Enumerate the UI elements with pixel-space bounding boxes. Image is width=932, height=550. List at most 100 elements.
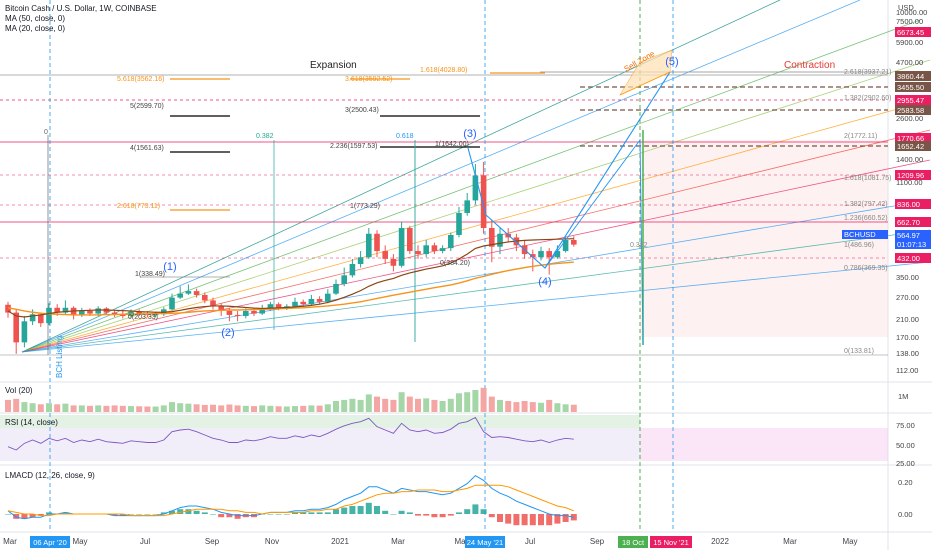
time-highlight-label: 15 Nov '21: [653, 538, 689, 547]
price-tick: 7500.00: [896, 17, 923, 26]
price-tick: 2600.00: [896, 114, 923, 123]
price-badge: [895, 82, 931, 92]
time-tick: May: [72, 537, 87, 546]
time-highlight-label: 06 Apr '20: [33, 538, 67, 547]
macd-histogram-bar: [341, 507, 348, 514]
price-badge: [895, 95, 931, 105]
macd-label: LMACD (12, 26, close, 9): [5, 471, 95, 480]
volume-bar: [103, 405, 110, 412]
macd-histogram-bar: [119, 514, 126, 516]
macd-histogram-bar: [5, 514, 11, 515]
price-badge: [895, 27, 931, 37]
rsi-tick: 50.00: [896, 441, 915, 450]
volume-bar: [46, 403, 52, 412]
price-badge-label: 3455.50: [897, 83, 924, 92]
rsi-line: [7, 416, 574, 451]
macd-histogram-bar: [226, 514, 233, 518]
fib-level-label: 0: [44, 129, 48, 136]
time-highlight-badge: [618, 536, 648, 548]
macd-histogram-bar: [538, 514, 544, 526]
candle-body: [390, 258, 397, 266]
time-tick: May: [454, 537, 469, 546]
time-highlight-label: 18 Oct: [622, 538, 645, 547]
volume-bar: [177, 403, 184, 412]
time-tick: Mar: [391, 537, 405, 546]
candle-body: [382, 251, 388, 259]
volume-bar: [267, 405, 274, 412]
macd-histogram-bar: [234, 514, 241, 519]
volume-bar: [562, 404, 569, 412]
candle-body: [480, 175, 487, 229]
volume-bar: [275, 406, 282, 412]
volume-bar: [374, 396, 380, 412]
fib-level-label: 5.618(3562.16): [117, 76, 164, 83]
macd-histogram-bar: [382, 510, 389, 514]
candle-body: [415, 251, 421, 255]
ma50-legend: MA (50, close, 0): [5, 14, 65, 23]
rsi-overbought-band: [0, 415, 640, 428]
volume-bar: [480, 387, 487, 412]
price-tick: 270.00: [896, 293, 919, 302]
candle-body: [21, 321, 28, 343]
volume-bar: [5, 399, 11, 412]
fib-fan-line: [21, 0, 861, 353]
macd-histogram-bar: [29, 514, 36, 518]
candle-body: [562, 239, 569, 252]
fib-level-label: 0.382: [256, 133, 274, 140]
candle-body: [202, 294, 208, 301]
candle-body: [275, 304, 282, 308]
price-tick: 5900.00: [896, 38, 923, 47]
volume-bar: [382, 398, 389, 412]
macd-histogram-bar: [480, 509, 487, 514]
candle-body: [374, 233, 380, 252]
rsi-projection-zone: [640, 428, 888, 461]
macd-signal-line: [7, 484, 574, 517]
volume-bar: [87, 405, 93, 412]
macd-histogram-bar: [546, 514, 553, 526]
candle-body: [177, 293, 183, 298]
candle-body: [472, 175, 479, 201]
fib-level-label: 0(203.33): [128, 314, 158, 321]
candle-body: [54, 307, 60, 313]
candle-body: [456, 212, 462, 235]
volume-bar: [70, 405, 77, 412]
candle-body: [87, 310, 93, 314]
price-badge-label: 2955.47: [897, 96, 924, 105]
macd-histogram-bar: [488, 514, 495, 518]
macd-histogram-bar: [218, 514, 225, 518]
wave-label: (4): [538, 276, 551, 288]
time-tick: Mar: [783, 537, 797, 546]
volume-tick: 1M: [898, 392, 908, 401]
price-badge: [895, 170, 931, 180]
macd-histogram-bar: [300, 512, 307, 514]
volume-bar: [234, 405, 241, 412]
price-badge-label: 1770.66: [897, 134, 924, 143]
volume-bar: [447, 398, 454, 412]
volume-bar: [365, 394, 372, 412]
candle-body: [79, 310, 85, 315]
fib-level-label: 3(2500.43): [345, 107, 379, 114]
volume-bar: [226, 404, 233, 412]
macd-histogram-bar: [554, 514, 561, 524]
volume-bar: [398, 392, 405, 412]
volume-bar: [95, 405, 102, 412]
fib-level-label: 1(773.29): [350, 203, 380, 210]
candle-body: [546, 251, 552, 258]
volume-bar: [37, 404, 44, 412]
candle-body: [366, 233, 372, 258]
macd-histogram-bar: [365, 502, 372, 514]
price-badge: [895, 217, 931, 227]
wave-label: (3): [463, 128, 476, 140]
volume-bar: [201, 404, 208, 412]
macd-histogram-bar: [160, 512, 167, 514]
price-tick: 350.00: [896, 273, 919, 282]
current-price-label: 564.97: [897, 231, 920, 240]
volume-bar: [283, 406, 290, 412]
candle-body: [120, 314, 126, 316]
macd-histogram-bar: [374, 506, 380, 514]
candle-body: [259, 309, 265, 314]
candle-body: [464, 200, 470, 213]
volume-bar: [242, 405, 249, 412]
candle-body: [38, 314, 44, 324]
